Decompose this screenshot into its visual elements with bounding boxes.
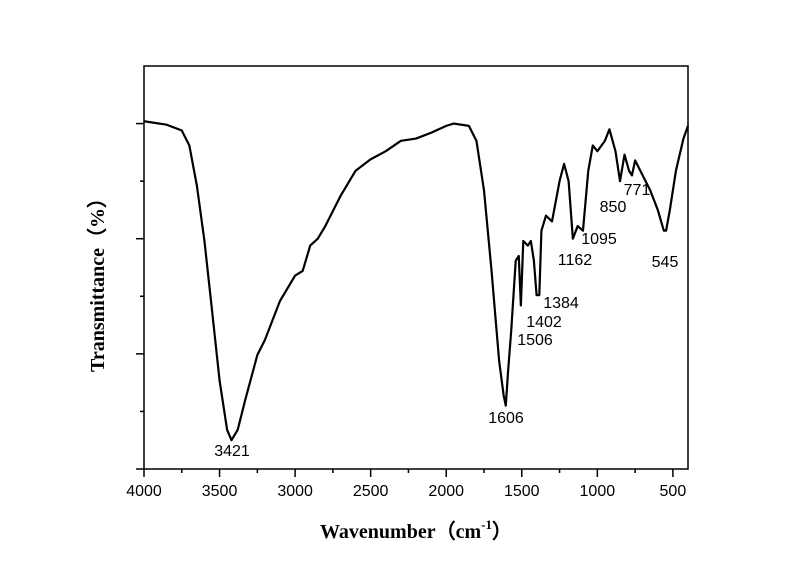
x-tick-label: 1500 xyxy=(504,483,540,500)
peak-label: 1402 xyxy=(526,314,562,331)
peak-label: 1506 xyxy=(517,332,553,349)
x-tick-label: 500 xyxy=(660,483,687,500)
spectrum-line xyxy=(143,120,690,442)
plot-frame xyxy=(143,65,689,470)
peak-label: 1095 xyxy=(581,231,617,248)
peak-label: 771 xyxy=(624,182,651,199)
x-label-text: Wavenumber（cm xyxy=(320,520,481,543)
peak-label: 850 xyxy=(600,199,627,216)
x-label-end: ） xyxy=(492,520,512,543)
peak-label: 1384 xyxy=(543,295,579,312)
x-axis-label: Wavenumber（cm-1） xyxy=(320,517,512,543)
peak-label: 1606 xyxy=(488,410,524,427)
peak-label: 1162 xyxy=(558,252,593,269)
y-axis-label: Transmittance（%） xyxy=(86,188,109,372)
peak-label: 3421 xyxy=(214,443,250,460)
x-label-sup: -1 xyxy=(481,517,492,532)
peak-label: 545 xyxy=(652,254,679,271)
x-tick-label: 2500 xyxy=(353,483,389,500)
x-tick-label: 4000 xyxy=(126,483,162,500)
x-tick-label: 3500 xyxy=(202,483,238,500)
x-tick-label: 2000 xyxy=(428,483,464,500)
x-tick-label: 3000 xyxy=(277,483,313,500)
x-tick-label: 1000 xyxy=(580,483,616,500)
